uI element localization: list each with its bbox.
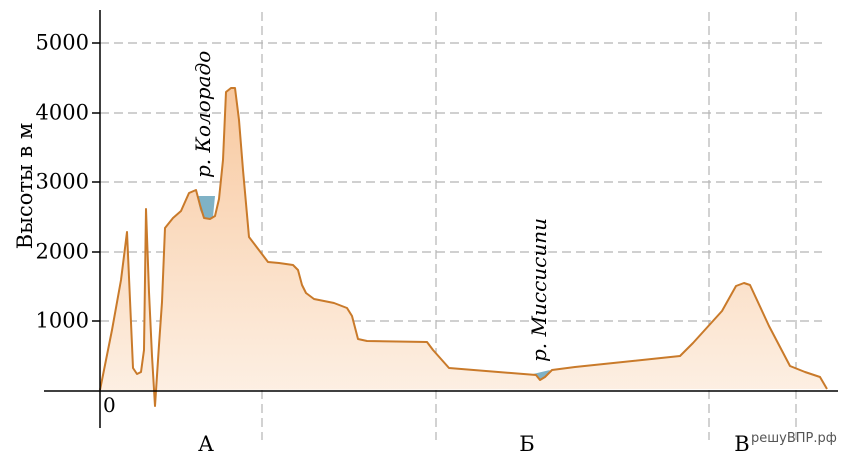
mississippi-river-label: р. Миссисипи	[527, 218, 551, 362]
y-tick-label-4000: 4000	[36, 101, 89, 125]
y-tick-label-2000: 2000	[36, 240, 89, 264]
point-label-b: Б	[519, 432, 534, 456]
point-label-v: В	[734, 432, 749, 456]
watermark: решуВПР.рф	[751, 431, 837, 446]
y-tick-label-5000: 5000	[36, 31, 89, 55]
origin-label: 0	[103, 393, 116, 417]
terrain-area	[100, 88, 827, 406]
y-ticks	[92, 42, 100, 322]
y-tick-label-3000: 3000	[36, 170, 89, 194]
y-axis-title: Высоты в м	[13, 123, 37, 249]
terrain-profile-line	[99, 87, 828, 407]
y-tick-label-1000: 1000	[36, 309, 89, 333]
point-label-a: А	[198, 432, 214, 456]
colorado-river-label: р. Колорадо	[191, 51, 215, 178]
mississippi-river-water	[533, 370, 550, 380]
